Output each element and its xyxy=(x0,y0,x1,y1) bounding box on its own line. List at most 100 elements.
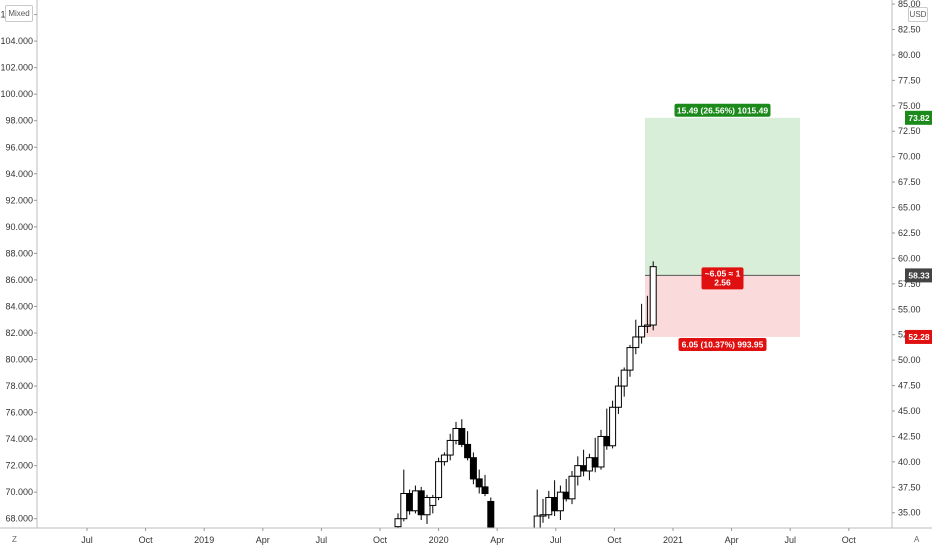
profit-zone[interactable] xyxy=(645,117,800,276)
candles[interactable] xyxy=(394,261,657,529)
target-label-bg xyxy=(674,103,771,117)
right-tick-label: 55.00 xyxy=(898,304,921,314)
left-tick-label: 88.000 xyxy=(5,248,33,258)
candle-body[interactable] xyxy=(545,496,553,516)
left-tick-label: 96.000 xyxy=(5,142,33,152)
candle-body[interactable] xyxy=(580,465,588,472)
ratio-label-line1: ~6.05 ≈ 1 xyxy=(705,268,741,278)
right-tick-label: 60.00 xyxy=(898,253,921,263)
left-tick-label: 104.000 xyxy=(0,36,33,46)
target-label: 15.49 (26.56%) 1015.49 xyxy=(677,105,768,115)
right-tick-label: 40.00 xyxy=(898,457,921,467)
current-price-tag: 58.33 xyxy=(908,270,930,280)
left-tick-label: 72.000 xyxy=(5,461,33,471)
candle-body[interactable] xyxy=(585,457,593,472)
left-tick-label: 94.000 xyxy=(5,169,33,179)
time-tick-label: Jul xyxy=(550,535,562,545)
left-tick-label: 70.000 xyxy=(5,487,33,497)
candle-body[interactable] xyxy=(429,496,437,506)
current-price-tag-bg xyxy=(905,268,932,283)
auto-scale-button[interactable]: A xyxy=(914,535,920,544)
time-tick-label: Apr xyxy=(725,535,739,545)
left-tick-label: 74.000 xyxy=(5,434,33,444)
left-tick-label: 68.000 xyxy=(5,514,33,524)
candle-body[interactable] xyxy=(423,496,431,516)
candle-body[interactable] xyxy=(539,514,547,517)
position-zones[interactable] xyxy=(645,117,800,337)
right-tick-label: 50.00 xyxy=(898,355,921,365)
price-tags: 15.49 (26.56%) 1015.49 6.05 (10.37%) 993.… xyxy=(674,103,932,351)
time-tick-label: 2019 xyxy=(194,535,214,545)
left-tick-label: 100.000 xyxy=(0,89,33,99)
candle-body[interactable] xyxy=(435,461,443,498)
time-tick-label: Jul xyxy=(81,535,93,545)
candle-body[interactable] xyxy=(609,406,617,447)
candle-body[interactable] xyxy=(626,347,634,371)
left-tick-label: 90.000 xyxy=(5,222,33,232)
candle-body[interactable] xyxy=(574,465,582,477)
candle-body[interactable] xyxy=(562,491,570,500)
target-price-tag-bg xyxy=(905,110,932,125)
candle-body[interactable] xyxy=(551,496,559,512)
right-tick-label: 82.50 xyxy=(898,25,921,35)
candle-body[interactable] xyxy=(603,435,611,447)
candle-body[interactable] xyxy=(411,490,419,512)
candle-body[interactable] xyxy=(638,325,646,338)
candle-body[interactable] xyxy=(556,491,564,512)
candle-body[interactable] xyxy=(649,266,657,326)
stop-label-bg xyxy=(678,337,767,351)
right-tick-label: 42.50 xyxy=(898,431,921,441)
candle-body[interactable] xyxy=(475,478,483,488)
candle-body[interactable] xyxy=(487,500,495,529)
left-tick-label: 84.000 xyxy=(5,301,33,311)
candle-body[interactable] xyxy=(632,336,640,349)
candle-body[interactable] xyxy=(481,486,489,495)
candle-body[interactable] xyxy=(464,443,472,459)
right-tick-label: 62.50 xyxy=(898,228,921,238)
right-tick-label: 35.00 xyxy=(898,508,921,518)
left-scale-mode-button[interactable]: Mixed xyxy=(5,5,33,22)
left-tick-label: 78.000 xyxy=(5,381,33,391)
time-tick-label: 2020 xyxy=(429,535,449,545)
candle-body[interactable] xyxy=(440,454,448,463)
ratio-label-bg xyxy=(701,267,744,290)
right-tick-label: 47.50 xyxy=(898,381,921,391)
currency-button[interactable]: USD xyxy=(908,7,928,22)
ratio-label-line2: 2.56 xyxy=(714,277,731,287)
right-tick-label: 57.50 xyxy=(898,279,921,289)
candle-body[interactable] xyxy=(417,490,425,516)
zoom-button[interactable]: Z xyxy=(12,535,17,544)
candle-body[interactable] xyxy=(458,428,466,445)
time-tick-label: Oct xyxy=(139,535,154,545)
candle-body[interactable] xyxy=(620,369,628,387)
right-tick-label: 70.00 xyxy=(898,152,921,162)
stop-price-tag: 52.28 xyxy=(908,332,930,342)
candle-body[interactable] xyxy=(591,457,599,468)
candle-body[interactable] xyxy=(597,435,605,468)
candle-body[interactable] xyxy=(614,385,622,408)
candle-body[interactable] xyxy=(406,493,414,512)
left-tick-label: 82.000 xyxy=(5,328,33,338)
candle-body[interactable] xyxy=(394,518,402,528)
left-tick-label: 76.000 xyxy=(5,408,33,418)
candle-body[interactable] xyxy=(469,457,477,480)
candle-body[interactable] xyxy=(643,324,651,327)
time-tick-label: Oct xyxy=(607,535,622,545)
right-tick-label: 37.50 xyxy=(898,482,921,492)
right-tick-label: 65.00 xyxy=(898,203,921,213)
candle-body[interactable] xyxy=(400,493,408,520)
time-tick-label: 2021 xyxy=(663,535,683,545)
time-tick-label: Apr xyxy=(490,535,504,545)
candle-body[interactable] xyxy=(446,439,454,456)
candle-body[interactable] xyxy=(533,515,541,529)
right-tick-label: 85.00 xyxy=(898,0,921,9)
right-tick-label: 80.00 xyxy=(898,50,921,60)
left-tick-label: 86.000 xyxy=(5,275,33,285)
candle-body[interactable] xyxy=(452,428,460,441)
right-tick-label: 77.50 xyxy=(898,75,921,85)
right-tick-label: 72.50 xyxy=(898,126,921,136)
time-tick-label: Jul xyxy=(784,535,796,545)
right-tick-label: 67.50 xyxy=(898,177,921,187)
candle-body[interactable] xyxy=(568,475,576,500)
